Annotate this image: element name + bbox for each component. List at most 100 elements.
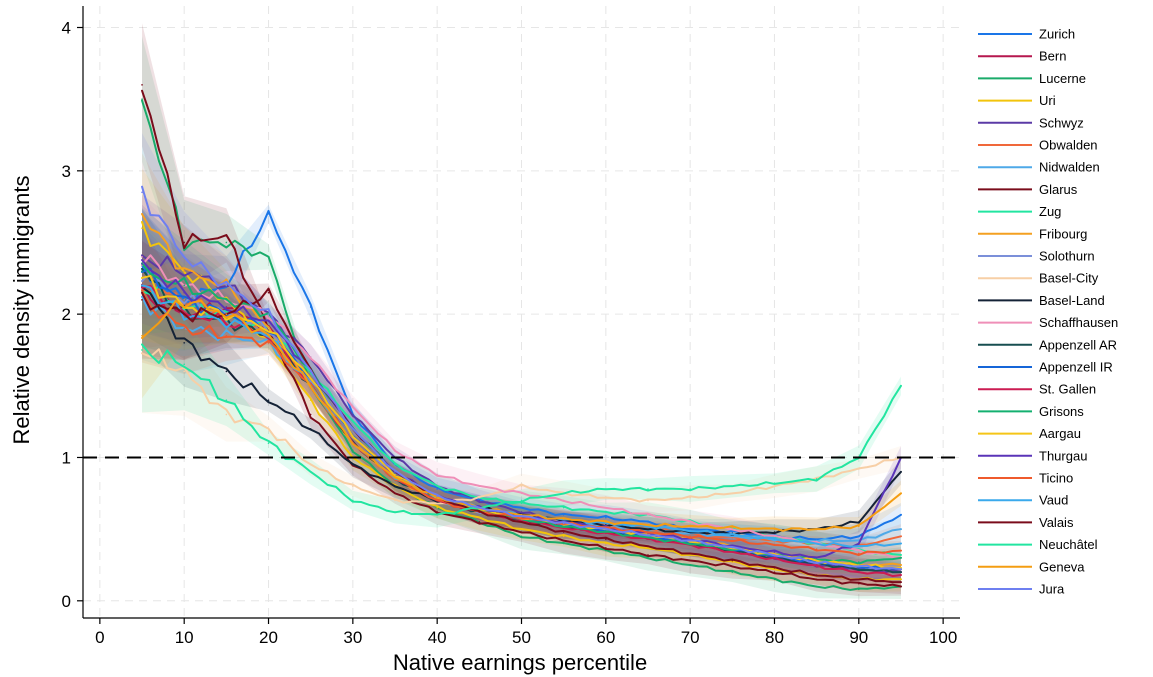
x-tick-label: 70 — [681, 628, 700, 647]
data-point — [815, 478, 818, 480]
data-point — [689, 529, 691, 532]
legend-label: Fribourg — [1039, 226, 1087, 241]
data-point — [436, 514, 438, 516]
data-point — [858, 571, 860, 573]
data-point — [478, 485, 481, 487]
data-point — [773, 482, 776, 485]
data-point — [394, 492, 396, 495]
data-point — [520, 535, 523, 538]
data-point — [689, 542, 691, 545]
data-point — [520, 485, 523, 487]
data-point — [267, 442, 270, 444]
series-lines — [141, 84, 902, 591]
data-point — [858, 552, 860, 555]
data-point — [731, 571, 734, 573]
data-point — [858, 588, 860, 591]
data-point — [647, 554, 649, 556]
data-point — [858, 549, 860, 552]
data-point — [562, 522, 565, 525]
data-point — [478, 511, 481, 513]
legend-label: Zug — [1039, 204, 1061, 219]
data-point — [858, 545, 860, 548]
data-point — [394, 511, 396, 513]
y-tick-label: 2 — [62, 305, 71, 324]
x-tick-label: 20 — [259, 628, 278, 647]
legend-label: Lucerne — [1039, 71, 1086, 86]
data-point — [647, 545, 649, 548]
x-tick-label: 60 — [596, 628, 615, 647]
data-point — [520, 515, 523, 518]
y-tick-label: 3 — [62, 162, 71, 181]
data-point — [773, 485, 776, 487]
data-point — [183, 370, 185, 373]
data-point — [141, 277, 143, 280]
data-point — [858, 535, 860, 538]
data-point — [352, 406, 354, 409]
data-point — [605, 538, 607, 540]
x-tick-label: 30 — [343, 628, 362, 647]
data-point — [815, 574, 818, 576]
data-point — [858, 561, 860, 563]
data-point — [225, 284, 228, 287]
legend-label: Schaffhausen — [1039, 315, 1118, 330]
data-point — [689, 496, 691, 499]
data-point — [815, 548, 818, 551]
legend-label: Zurich — [1039, 27, 1075, 42]
data-point — [858, 525, 860, 528]
data-point — [562, 506, 565, 509]
data-point — [436, 502, 438, 505]
data-point — [267, 291, 270, 294]
data-point — [309, 471, 312, 473]
data-point — [815, 557, 818, 559]
legend-label: Basel-City — [1039, 271, 1099, 286]
data-point — [689, 528, 691, 530]
data-point — [858, 521, 860, 523]
data-point — [900, 578, 902, 581]
data-point — [900, 528, 902, 530]
data-point — [773, 554, 776, 556]
data-point — [900, 514, 902, 516]
data-point — [562, 499, 565, 502]
data-point — [731, 561, 734, 563]
data-point — [605, 488, 607, 490]
data-point — [141, 256, 143, 258]
data-point — [605, 506, 607, 509]
data-point — [478, 516, 481, 519]
legend-label: Neuchâtel — [1039, 537, 1098, 552]
legend-label: Appenzell IR — [1039, 360, 1113, 375]
data-point — [141, 263, 143, 265]
data-point — [900, 471, 902, 473]
data-point — [267, 334, 270, 337]
data-point — [815, 561, 818, 563]
data-point — [731, 526, 734, 529]
data-point — [773, 571, 776, 573]
data-point — [225, 299, 228, 301]
data-point — [267, 313, 270, 315]
data-point — [436, 473, 438, 476]
data-point — [520, 531, 523, 533]
data-point — [773, 538, 776, 540]
data-point — [858, 568, 860, 571]
data-point — [647, 499, 649, 502]
data-point — [225, 306, 228, 308]
data-point — [478, 499, 481, 502]
data-point — [815, 542, 818, 545]
legend-label: Ticino — [1039, 471, 1073, 486]
legend-label: Solothurn — [1039, 249, 1095, 264]
data-point — [605, 528, 607, 530]
data-point — [141, 98, 143, 100]
data-point — [773, 567, 776, 569]
data-point — [267, 213, 270, 215]
x-tick-label: 100 — [929, 628, 957, 647]
data-point — [562, 539, 565, 542]
data-point — [731, 528, 734, 530]
data-point — [605, 521, 607, 523]
data-point — [562, 492, 565, 495]
data-point — [225, 334, 228, 337]
data-point — [900, 554, 902, 556]
data-point — [436, 488, 438, 490]
data-point — [689, 564, 691, 566]
data-point — [183, 270, 185, 272]
data-point — [647, 521, 649, 523]
